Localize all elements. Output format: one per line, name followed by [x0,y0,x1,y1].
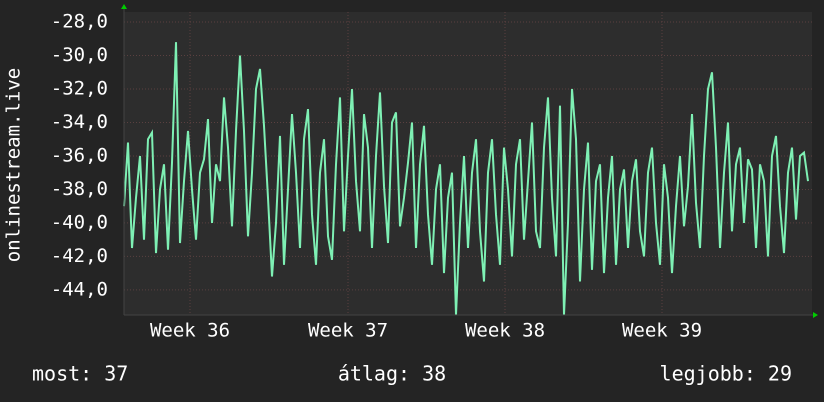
y-tick-label: -30,0 [51,44,108,66]
y-tick-label: -38,0 [51,178,108,200]
y-tick-label: -34,0 [51,111,108,133]
x-tick-label: Week 38 [465,320,545,342]
x-tick-label: Week 37 [308,320,388,342]
x-tick-label: Week 36 [150,320,230,342]
y-tick-label: -40,0 [51,211,108,233]
y-tick-label: -42,0 [51,245,108,267]
y-tick-label: -28,0 [51,11,108,33]
y-tick-label: -32,0 [51,78,108,100]
footer-average: átlag: 38 [338,362,446,386]
y-tick-label: -44,0 [51,278,108,300]
plot-area [124,12,812,315]
y-tick-label: -36,0 [51,144,108,166]
x-tick-label: Week 39 [622,320,702,342]
footer-best: legjobb: 29 [660,362,792,386]
x-axis-arrow [813,312,818,318]
data-line [123,42,809,316]
y-axis-arrow [121,4,127,9]
y-axis-label: onlinestream.live [3,68,25,262]
footer-current: most: 37 [32,362,128,386]
